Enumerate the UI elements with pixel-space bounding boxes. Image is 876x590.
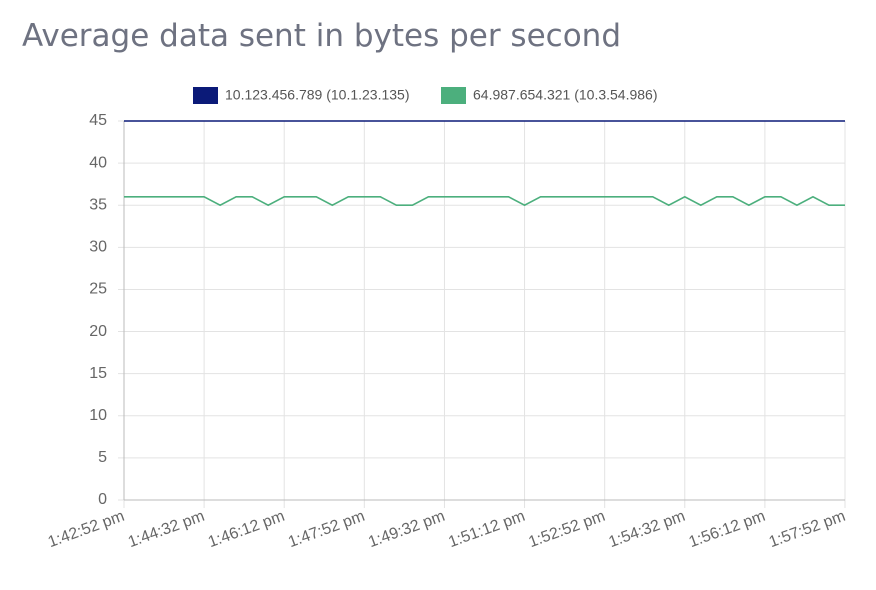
y-tick-label: 25	[89, 281, 107, 298]
chart-title: Average data sent in bytes per second	[22, 18, 621, 54]
legend-swatch	[441, 87, 466, 104]
x-tick-label: 1:49:32 pm	[366, 508, 447, 551]
legend-label: 64.987.654.321 (10.3.54.986)	[473, 87, 658, 103]
x-tick-label: 1:47:52 pm	[286, 508, 367, 551]
series-line	[124, 195, 845, 207]
y-tick-label: 15	[89, 365, 107, 382]
legend-label: 10.123.456.789 (10.1.23.135)	[225, 87, 410, 103]
y-tick-label: 40	[89, 154, 107, 171]
y-tick-label: 0	[98, 491, 107, 508]
y-tick-label: 35	[89, 196, 107, 213]
y-tick-label: 5	[98, 449, 107, 466]
x-tick-label: 1:57:52 pm	[767, 508, 848, 551]
x-tick-label: 1:44:32 pm	[126, 508, 207, 551]
x-tick-label: 1:51:12 pm	[446, 508, 527, 551]
x-tick-label: 1:52:52 pm	[526, 508, 607, 551]
y-tick-label: 20	[89, 323, 107, 340]
x-tick-label: 1:56:12 pm	[687, 508, 768, 551]
y-tick-label: 30	[89, 239, 107, 256]
x-tick-label: 1:42:52 pm	[46, 508, 127, 551]
legend-swatch	[193, 87, 218, 104]
y-tick-label: 45	[89, 112, 107, 129]
x-tick-label: 1:54:32 pm	[607, 508, 688, 551]
y-tick-label: 10	[89, 407, 107, 424]
x-tick-label: 1:46:12 pm	[206, 508, 287, 551]
